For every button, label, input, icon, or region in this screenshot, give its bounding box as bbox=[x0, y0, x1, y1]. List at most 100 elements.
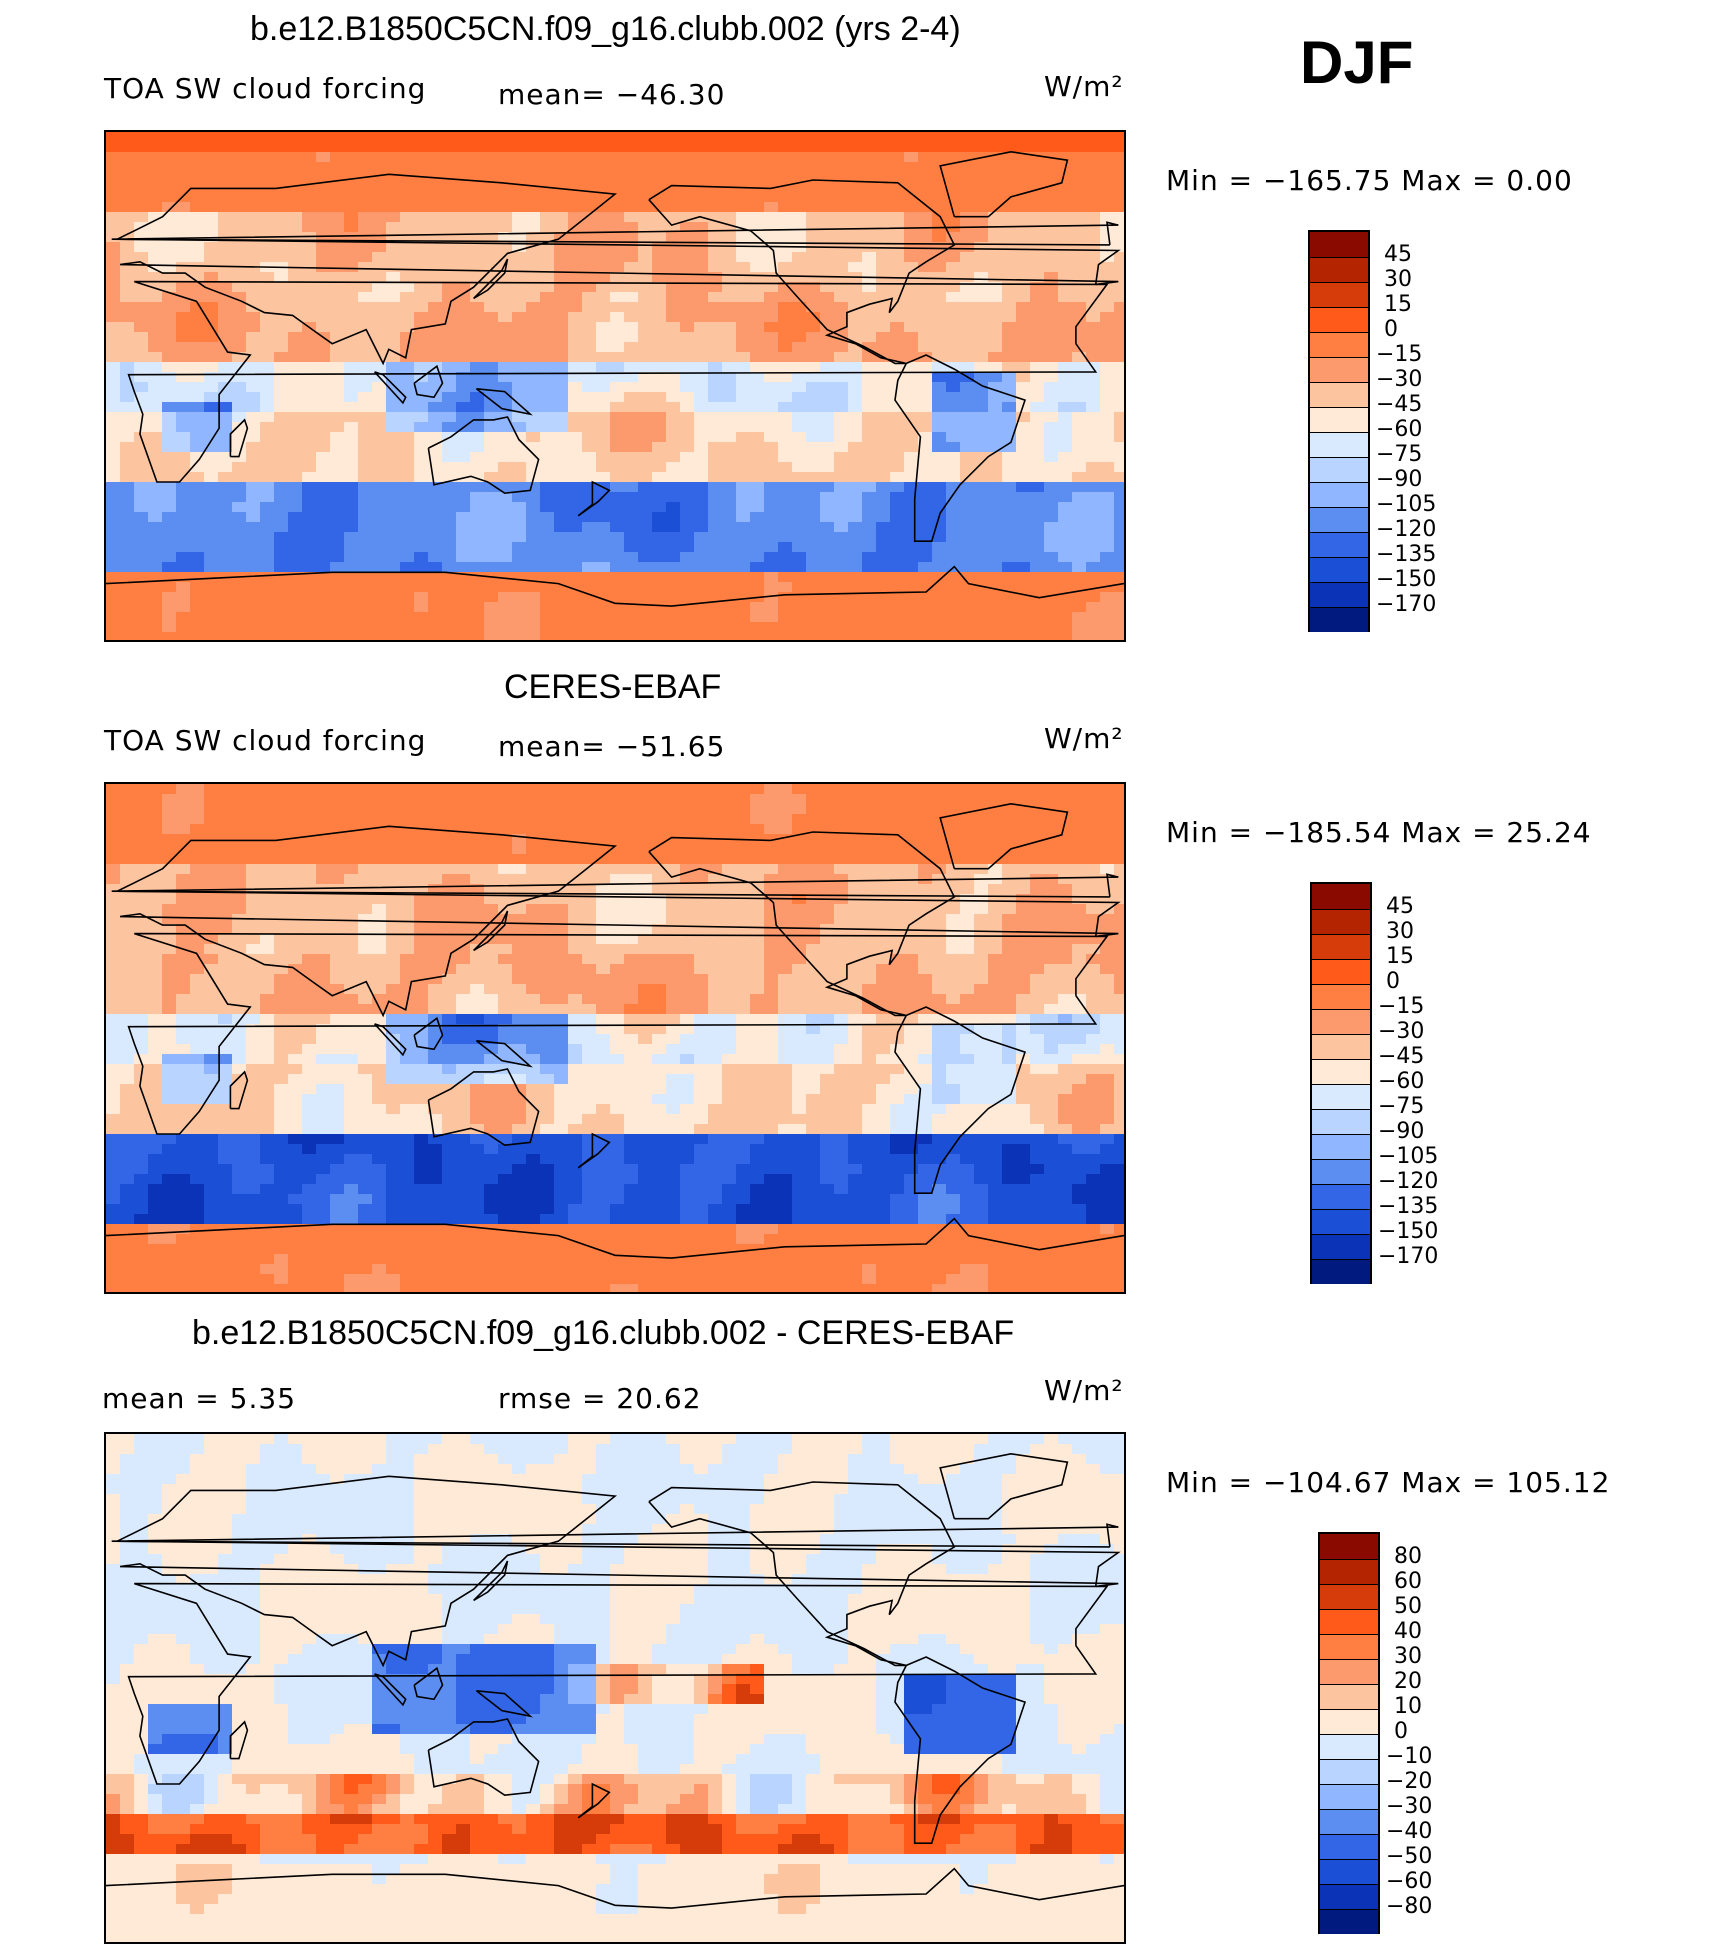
map-field-cell bbox=[246, 182, 261, 193]
map-field-cell bbox=[456, 182, 471, 193]
map-field-cell bbox=[610, 452, 625, 463]
map-field-cell bbox=[1044, 272, 1059, 283]
map-field-cell bbox=[652, 242, 667, 253]
map-field-cell bbox=[526, 924, 541, 935]
map-field-cell bbox=[806, 562, 821, 573]
map-field-cell bbox=[610, 824, 625, 835]
map-field-cell bbox=[134, 362, 149, 373]
map-field-cell bbox=[526, 332, 541, 343]
map-field-cell bbox=[680, 142, 695, 153]
map-field-cell bbox=[134, 472, 149, 483]
map-field-cell bbox=[302, 222, 317, 233]
map-field-cell bbox=[344, 784, 359, 795]
map-field-cell bbox=[330, 844, 345, 855]
map-field-cell bbox=[162, 542, 177, 553]
map-field-cell bbox=[204, 824, 219, 835]
map-field-cell bbox=[554, 332, 569, 343]
map-field-cell bbox=[218, 934, 233, 945]
map-field-cell bbox=[386, 934, 401, 945]
map-field-cell bbox=[302, 152, 317, 163]
map-field-cell bbox=[330, 422, 345, 433]
map-field-cell bbox=[120, 582, 135, 593]
map-field-cell bbox=[484, 412, 499, 423]
map-field-cell bbox=[932, 332, 947, 343]
map-field-cell bbox=[946, 794, 961, 805]
map-field-cell bbox=[1058, 452, 1073, 463]
map-field-cell bbox=[960, 182, 975, 193]
map-field-cell bbox=[232, 442, 247, 453]
map-field-cell bbox=[554, 814, 569, 825]
map-field-cell bbox=[820, 794, 835, 805]
map-field-cell bbox=[470, 242, 485, 253]
map-field-cell bbox=[666, 784, 681, 795]
map-field-cell bbox=[764, 322, 779, 333]
map-field-cell bbox=[120, 472, 135, 483]
map-field-cell bbox=[568, 202, 583, 213]
map-field-cell bbox=[722, 884, 737, 895]
map-field-cell bbox=[1086, 382, 1101, 393]
map-field-cell bbox=[694, 322, 709, 333]
map-field-cell bbox=[414, 874, 429, 885]
map-field-cell bbox=[946, 372, 961, 383]
map-field-cell bbox=[1044, 442, 1059, 453]
map-field-cell bbox=[820, 442, 835, 453]
map-field-cell bbox=[120, 532, 135, 543]
map-field-cell bbox=[302, 542, 317, 553]
map-field-cell bbox=[820, 222, 835, 233]
map-field-cell bbox=[120, 132, 135, 143]
map-field-cell bbox=[442, 884, 457, 895]
map-field-cell bbox=[204, 342, 219, 353]
map-field-cell bbox=[890, 362, 905, 373]
map-field-cell bbox=[946, 452, 961, 463]
map-field-cell bbox=[554, 252, 569, 263]
map-field-cell bbox=[526, 854, 541, 865]
map-field-cell bbox=[414, 944, 429, 955]
map-field-cell bbox=[372, 532, 387, 543]
map-field-cell bbox=[792, 312, 807, 323]
map-field-cell bbox=[848, 162, 863, 173]
map-field-cell bbox=[876, 622, 891, 633]
map-field-cell bbox=[106, 934, 121, 945]
map-field-cell bbox=[274, 312, 289, 323]
map-field-cell bbox=[932, 612, 947, 623]
map-field-cell bbox=[974, 934, 989, 945]
map-field-cell bbox=[512, 362, 527, 373]
map-field-cell bbox=[932, 292, 947, 303]
map-field-cell bbox=[372, 602, 387, 613]
map-field-cell bbox=[442, 894, 457, 905]
map-field-cell bbox=[722, 322, 737, 333]
map-field-cell bbox=[358, 854, 373, 865]
map-field-cell bbox=[176, 552, 191, 563]
map-field-cell bbox=[680, 482, 695, 493]
map-field-cell bbox=[246, 322, 261, 333]
map-field-cell bbox=[190, 432, 205, 443]
map-field-cell bbox=[400, 612, 415, 623]
map-field-cell bbox=[820, 864, 835, 875]
map-field-cell bbox=[148, 192, 163, 203]
map-field-cell bbox=[624, 572, 639, 583]
map-field-cell bbox=[554, 784, 569, 795]
map-field-cell bbox=[512, 804, 527, 815]
map-field-cell bbox=[1072, 592, 1087, 603]
map-field-cell bbox=[834, 332, 849, 343]
map-field-cell bbox=[974, 292, 989, 303]
map-field-cell bbox=[834, 804, 849, 815]
map-field-cell bbox=[246, 472, 261, 483]
map-field-cell bbox=[792, 622, 807, 633]
map-field-cell bbox=[792, 162, 807, 173]
map-field-cell bbox=[512, 854, 527, 865]
map-field-cell bbox=[820, 312, 835, 323]
map-field-cell bbox=[274, 944, 289, 955]
map-field-cell bbox=[442, 282, 457, 293]
map-field-cell bbox=[680, 222, 695, 233]
map-field-cell bbox=[358, 342, 373, 353]
map-field-cell bbox=[260, 502, 275, 513]
map-field-cell bbox=[988, 864, 1003, 875]
map-field-cell bbox=[1016, 162, 1031, 173]
map-field-cell bbox=[582, 924, 597, 935]
map-field-cell bbox=[862, 502, 877, 513]
map-field-cell bbox=[274, 592, 289, 603]
map-field-cell bbox=[652, 804, 667, 815]
map-field-cell bbox=[358, 904, 373, 915]
map-field-cell bbox=[638, 332, 653, 343]
